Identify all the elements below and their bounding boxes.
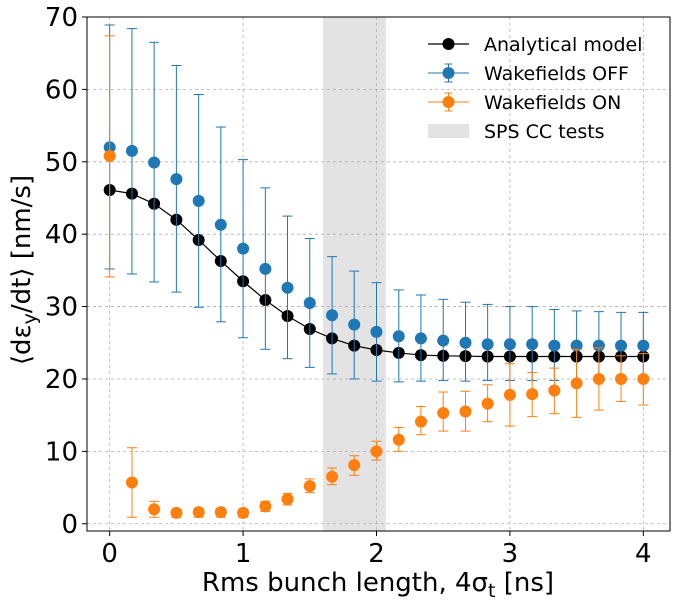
y-tick-label: 10	[45, 437, 78, 467]
x-tick-label: 2	[368, 539, 385, 569]
wakefields-off-point	[437, 334, 450, 347]
wakefields-off-point	[615, 339, 628, 352]
legend-label-wakefields-on: Wakefields ON	[484, 92, 621, 114]
wakefields-off-point	[481, 338, 494, 351]
wakefields-off-point	[237, 242, 250, 255]
wakefields-on-point	[259, 500, 272, 513]
legend-wakefields-on-marker	[442, 96, 455, 108]
series-wakefields-on	[103, 35, 650, 519]
wakefields-off-point	[125, 144, 138, 157]
wakefields-on-point	[437, 406, 450, 419]
wakefields-off-point	[148, 156, 161, 169]
wakefields-on-point	[125, 476, 138, 489]
plot-frame	[86, 16, 671, 532]
wakefields-on-point	[548, 384, 561, 397]
wakefields-off-point	[370, 325, 383, 338]
wakefields-on-point	[615, 372, 628, 385]
wakefields-off-point	[637, 339, 650, 352]
wakefields-on-point	[348, 459, 361, 472]
wakefields-on-point	[414, 415, 427, 428]
y-axis-label: ⟨dεy/dt⟩ [nm/s]	[7, 175, 41, 365]
wakefields-on-point	[570, 377, 583, 390]
wakefields-off-point	[570, 339, 583, 352]
x-axis-label: Rms bunch length, 4σt [ns]	[202, 568, 554, 602]
legend-label-wakefields-off: Wakefields OFF	[484, 63, 629, 85]
wakefields-off-point	[281, 281, 294, 294]
y-tick-label: 60	[45, 75, 78, 105]
x-tick-label: 4	[635, 539, 652, 569]
y-tick-label: 70	[45, 3, 78, 33]
wakefields-off-point	[459, 336, 472, 349]
x-tick-label: 1	[235, 539, 252, 569]
wakefields-on-point	[392, 433, 405, 446]
wakefields-on-point	[481, 397, 494, 410]
wakefields-on-point	[370, 445, 383, 458]
wakefields-on-point	[303, 480, 316, 493]
wakefields-off-point	[259, 262, 272, 275]
wakefields-on-point	[103, 149, 116, 162]
wakefields-on-point	[503, 388, 516, 401]
wakefields-on-point	[326, 470, 339, 483]
y-tick-label: 40	[45, 220, 78, 250]
x-tick-label: 0	[101, 539, 118, 569]
legend-analytical-marker	[442, 38, 455, 50]
wakefields-off-point	[170, 173, 183, 186]
legend: Analytical model Wakefields OFF Wakefields…	[428, 34, 643, 143]
wakefields-off-point	[526, 338, 539, 351]
wakefields-on-point	[214, 506, 227, 519]
legend-label-sps-cc-tests: SPS CC tests	[484, 121, 605, 143]
series-wakefields-off	[103, 24, 650, 383]
wakefields-off-point	[414, 332, 427, 345]
legend-shaded-swatch	[428, 124, 469, 138]
wakefields-off-point	[192, 194, 205, 207]
y-axis-subscript: y	[19, 313, 41, 324]
wakefields-on-point	[281, 493, 294, 506]
wakefields-on-point	[637, 372, 650, 385]
legend-label-analytical-model: Analytical model	[484, 34, 643, 56]
y-tick-label: 30	[45, 293, 78, 323]
y-tick-label: 50	[45, 148, 78, 178]
wakefields-on-point	[592, 372, 605, 385]
wakefields-off-point	[392, 330, 405, 343]
wakefields-on-point	[526, 388, 539, 401]
x-axis-subscript: t	[488, 580, 495, 602]
wakefields-on-point	[237, 506, 250, 519]
wakefields-on-point	[459, 405, 472, 418]
x-tick-label: 3	[502, 539, 519, 569]
y-tick-label: 20	[45, 365, 78, 395]
wakefields-off-point	[503, 338, 516, 351]
wakefields-off-point	[548, 339, 561, 352]
y-tick-label: 0	[61, 510, 78, 540]
wakefields-off-point	[592, 339, 605, 352]
legend-wakefields-off-marker	[442, 67, 455, 79]
wakefields-off-point	[303, 296, 316, 309]
wakefields-off-point	[348, 318, 361, 331]
wakefields-on-point	[148, 503, 161, 516]
wakefields-on-point	[170, 506, 183, 519]
wakefields-off-point	[326, 309, 339, 322]
wakefields-off-point	[214, 218, 227, 231]
wakefields-on-point	[192, 506, 205, 519]
